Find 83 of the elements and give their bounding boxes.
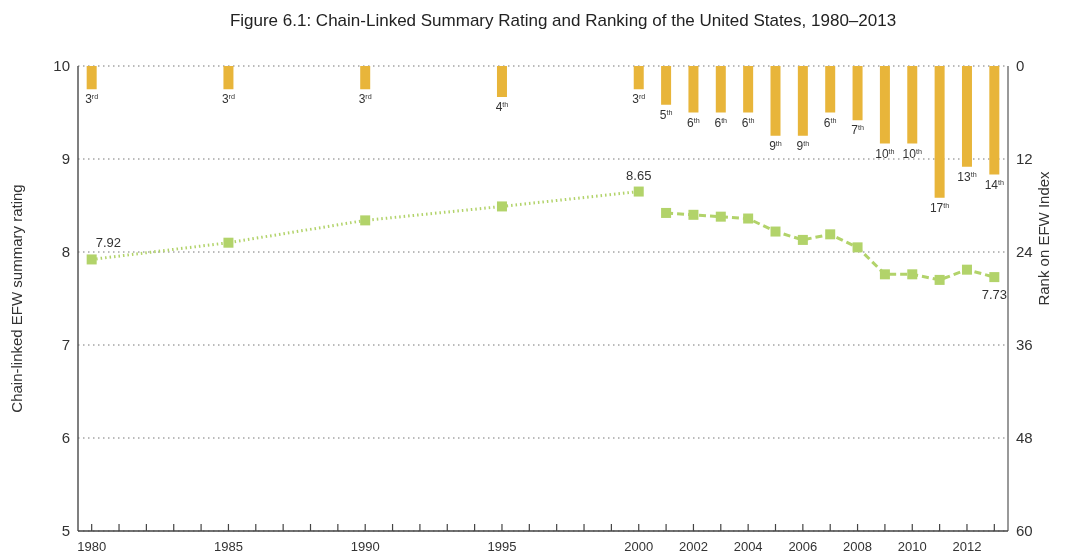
y-tick-label: 10: [53, 57, 70, 74]
bar: [688, 66, 699, 113]
point: [989, 272, 1000, 283]
x-tick-label: 2006: [788, 539, 818, 554]
x-tick-label: 1985: [213, 539, 243, 554]
y-tick-label: 6: [61, 429, 70, 446]
y2-tick-label: 60: [1016, 522, 1033, 539]
data-label: 6$^{th}$: [741, 115, 755, 130]
bar: [223, 66, 234, 90]
y-tick-label: 5: [61, 522, 70, 539]
data-label: 4$^{th}$: [495, 99, 509, 114]
x-tick-label: 2002: [678, 539, 708, 554]
data-label: 13$^{th}$: [957, 169, 977, 184]
bar: [907, 66, 918, 144]
point: [743, 213, 754, 224]
bar: [743, 66, 754, 113]
bar: [496, 66, 507, 97]
point: [825, 229, 836, 240]
chart-title: Figure 6.1: Chain-Linked Summary Rating and Ranking of the United States, 1980–2013: [229, 11, 897, 30]
bar: [825, 66, 836, 113]
y-tick-label: 7: [61, 336, 70, 353]
data-label: 6$^{th}$: [823, 115, 837, 130]
bar: [934, 66, 945, 198]
data-label: 3$^{rd}$: [221, 91, 235, 107]
data-label: 6$^{th}$: [714, 115, 728, 130]
x-tick-label: 2000: [624, 539, 654, 554]
y2-tick-label: 24: [1016, 243, 1033, 260]
data-label: 17$^{th}$: [929, 200, 950, 215]
bar: [879, 66, 890, 144]
point: [797, 234, 808, 245]
data-label: 10$^{th}$: [902, 146, 922, 161]
data-label: 8.65: [626, 167, 652, 183]
point: [223, 237, 234, 248]
y2-tick-label: 36: [1016, 336, 1033, 353]
bar: [770, 66, 781, 136]
bar: [86, 66, 97, 90]
bar: [961, 66, 972, 167]
point: [879, 269, 890, 280]
bar: [989, 66, 1000, 175]
data-label: 9$^{th}$: [769, 138, 782, 153]
data-label: 14$^{th}$: [984, 177, 1004, 192]
x-tick-label: 1990: [350, 539, 380, 554]
point: [907, 269, 918, 280]
point: [496, 201, 507, 212]
data-label: 7.73: [981, 287, 1007, 303]
x-tick-label: 2010: [897, 539, 927, 554]
data-label: 10$^{th}$: [875, 146, 895, 161]
y2-tick-label: 0: [1016, 57, 1025, 74]
x-tick-label: 2008: [843, 539, 873, 554]
point: [633, 186, 644, 197]
bar: [852, 66, 863, 121]
y-tick-label: 8: [61, 243, 70, 260]
data-label: 6$^{th}$: [687, 115, 700, 130]
data-label: 7.92: [95, 235, 121, 251]
y2-tick-label: 48: [1016, 429, 1033, 446]
point: [961, 264, 972, 275]
x-tick-label: 2004: [733, 539, 763, 554]
x-tick-label: 2012: [952, 539, 982, 554]
point: [770, 226, 781, 237]
point: [688, 209, 699, 220]
data-label: 3$^{rd}$: [358, 91, 372, 107]
point: [852, 242, 863, 253]
point: [934, 274, 945, 285]
data-label: 3$^{rd}$: [632, 91, 646, 107]
point: [715, 211, 726, 222]
bar: [633, 66, 644, 90]
y2-axis-title: Rank on EFW Index: [1035, 170, 1052, 306]
y-tick-label: 9: [61, 150, 70, 167]
bar: [661, 66, 672, 105]
point: [86, 254, 97, 265]
y2-tick-label: 12: [1016, 150, 1033, 167]
bar: [797, 66, 808, 136]
data-label: 5$^{th}$: [659, 107, 673, 122]
bar: [360, 66, 371, 90]
point: [360, 215, 371, 226]
y-axis-title: Chain-linked EFW summary rating: [8, 184, 25, 413]
data-label: 9$^{th}$: [796, 138, 810, 153]
bar: [715, 66, 726, 113]
data-label: 3$^{rd}$: [85, 91, 99, 107]
point: [661, 207, 672, 218]
x-tick-label: 1995: [487, 539, 517, 554]
x-tick-label: 1980: [77, 539, 107, 554]
data-label: 7$^{th}$: [851, 122, 864, 138]
